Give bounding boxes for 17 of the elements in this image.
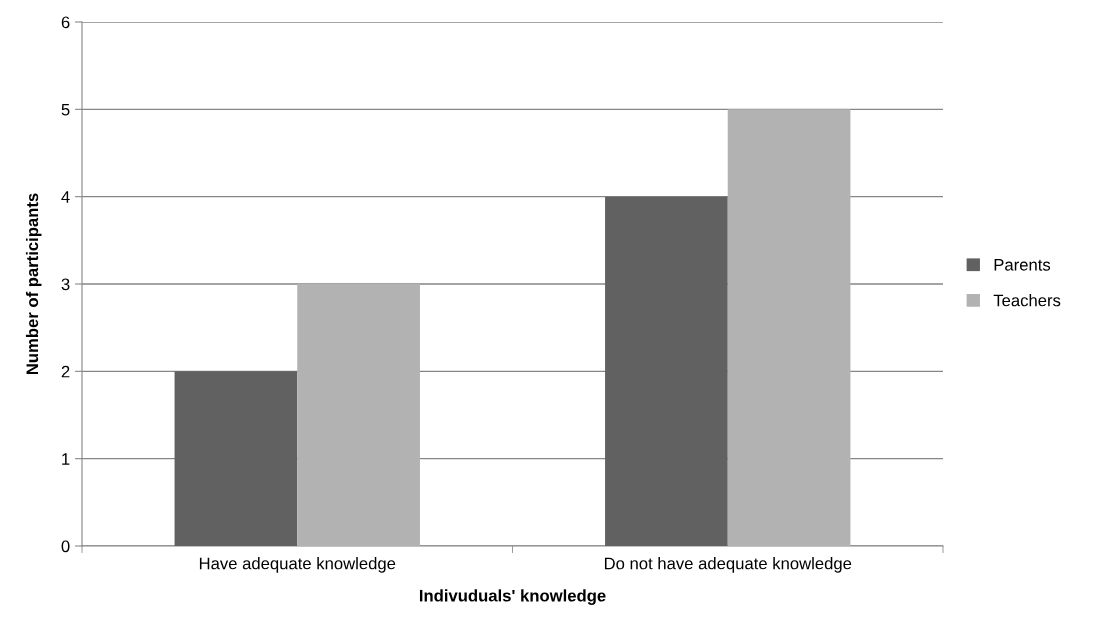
- y-tick-label: 1: [62, 453, 70, 465]
- legend-label: Parents: [994, 259, 1051, 271]
- y-tick-label: 3: [61, 278, 70, 291]
- x-tick-label: Do not have adequate knowledge: [604, 557, 852, 573]
- y-tick-label: 5: [61, 103, 70, 116]
- y-axis-title: Number of participants: [25, 193, 42, 375]
- y-tick-label: 6: [61, 16, 70, 29]
- bar: [605, 196, 728, 546]
- x-axis-title: Indivuduals' knowledge: [419, 589, 606, 605]
- y-tick-label: 4: [61, 191, 70, 203]
- y-tick-label: 0: [61, 540, 70, 553]
- x-tick-label: Have adequate knowledge: [199, 557, 396, 573]
- bar: [174, 371, 298, 546]
- y-tick-label: 2: [61, 365, 70, 378]
- bar: [727, 109, 851, 546]
- legend-label: Teachers: [993, 294, 1061, 307]
- bar: [297, 284, 420, 546]
